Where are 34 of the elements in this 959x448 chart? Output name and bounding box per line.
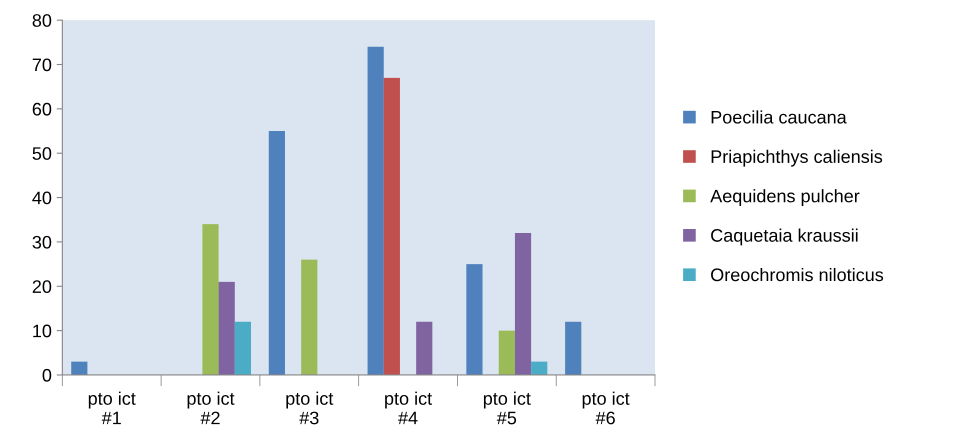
bar	[531, 362, 548, 375]
bar	[416, 322, 432, 375]
x-tick-label: pto ict #3	[286, 392, 334, 424]
y-tick-label: 20	[32, 280, 52, 293]
bar	[565, 322, 582, 375]
bar	[218, 282, 235, 375]
x-tick-label: pto ict #5	[484, 392, 531, 424]
x-tick-label: pto ict #6	[582, 392, 630, 424]
legend-label: Aequidens pulcher	[710, 189, 860, 206]
bar	[384, 78, 400, 375]
bar	[514, 233, 532, 375]
legend-label: Poecilia caucana	[712, 110, 847, 124]
bar	[268, 131, 285, 375]
bar	[368, 46, 384, 375]
bar	[301, 260, 318, 375]
y-tick-label: 10	[33, 324, 52, 338]
legend-label: Oreochromis niloticus	[711, 268, 884, 282]
bar	[234, 322, 251, 375]
legend-label: Caquetaia kraussii	[711, 228, 858, 246]
y-tick-label: 60	[32, 102, 52, 116]
x-tick-label: pto ict #1	[88, 392, 136, 424]
x-tick-label: pto ict #2	[188, 392, 234, 424]
y-tick-label: 80	[32, 14, 52, 27]
y-tick-label: 40	[32, 192, 52, 204]
bar	[71, 362, 88, 375]
x-tick-label: pto ict #4	[385, 392, 432, 424]
bar	[202, 224, 219, 375]
y-tick-label: 0	[42, 368, 52, 382]
y-tick-label: 30	[32, 236, 52, 249]
legend-label: Priapichthys caliensis	[712, 150, 882, 167]
bar	[498, 330, 515, 375]
bar	[466, 264, 483, 375]
y-tick-label: 50	[32, 147, 52, 160]
y-tick-label: 70	[32, 58, 52, 72]
